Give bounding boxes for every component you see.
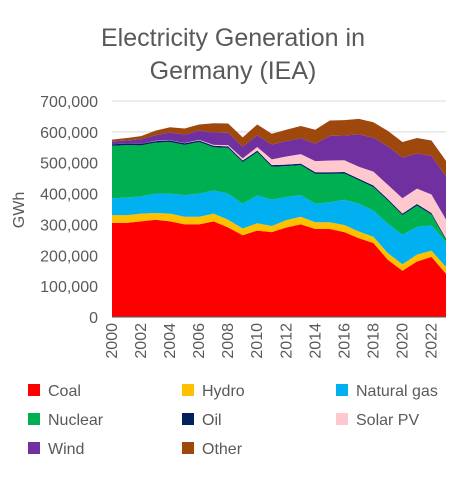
x-tick-label-2022: 2022: [423, 323, 440, 359]
legend-swatch-hydro: [182, 384, 194, 396]
y-tick-label-4: 400,000: [40, 187, 98, 204]
legend-label-oil: Oil: [202, 412, 222, 429]
area-hydro: [112, 213, 446, 274]
y-axis-label: GWh: [11, 192, 28, 228]
legend: Coal Hydro Natural gas Nuclear Oil Solar PV Wi…: [28, 383, 438, 458]
x-tick-label-2010: 2010: [249, 323, 266, 359]
legend-label-coal: Coal: [48, 383, 81, 400]
area-series: [112, 118, 446, 317]
area-solar-pv: [112, 139, 446, 239]
y-tick-label-2: 200,000: [40, 248, 98, 265]
area-coal: [112, 219, 446, 317]
x-tick-label-2016: 2016: [336, 323, 353, 359]
area-wind: [112, 130, 446, 220]
legend-swatch-coal: [28, 384, 40, 396]
area-other: [112, 118, 446, 177]
x-tick-label-2020: 2020: [394, 323, 411, 359]
legend-swatch-natural-gas: [336, 384, 348, 396]
y-tick-label-6: 600,000: [40, 125, 98, 142]
chart-title-line2: Germany (IEA): [150, 57, 317, 85]
y-tick-label-3: 300,000: [40, 217, 98, 234]
x-tick-label-2014: 2014: [307, 323, 324, 359]
area-natural-gas: [112, 190, 446, 268]
x-tick-label-2002: 2002: [133, 323, 150, 359]
legend-label-solar-pv: Solar PV: [356, 412, 419, 429]
legend-swatch-other: [182, 442, 194, 454]
legend-swatch-nuclear: [28, 413, 40, 425]
x-tick-label-2004: 2004: [162, 323, 179, 359]
legend-swatch-wind: [28, 442, 40, 454]
legend-swatch-oil: [182, 413, 194, 425]
y-tick-label-0: 0: [89, 310, 98, 327]
legend-swatch-solar-pv: [336, 413, 348, 425]
area-nuclear: [112, 142, 446, 243]
legend-label-other: Other: [202, 441, 243, 458]
x-tick-label-2018: 2018: [365, 323, 382, 359]
legend-label-natural-gas: Natural gas: [356, 383, 438, 400]
legend-label-nuclear: Nuclear: [48, 412, 104, 429]
y-tick-label-1: 100,000: [40, 279, 98, 296]
x-tick-label-2006: 2006: [191, 323, 208, 359]
x-tick-label-2000: 2000: [104, 323, 121, 359]
y-tick-labels: 0 100,000 200,000 300,000 400,000 500,000 600,…: [40, 94, 98, 327]
chart-title-line1: Electricity Generation in: [101, 24, 365, 52]
legend-label-hydro: Hydro: [202, 383, 245, 400]
x-tick-labels: 2000 2002 2004 2006 2008 2010 2012 2014 2016 2018…: [104, 323, 440, 359]
y-tick-label-7: 700,000: [40, 94, 98, 111]
x-tick-label-2008: 2008: [220, 323, 237, 359]
x-tick-label-2012: 2012: [278, 323, 295, 359]
legend-label-wind: Wind: [48, 441, 84, 458]
y-tick-label-5: 500,000: [40, 156, 98, 173]
